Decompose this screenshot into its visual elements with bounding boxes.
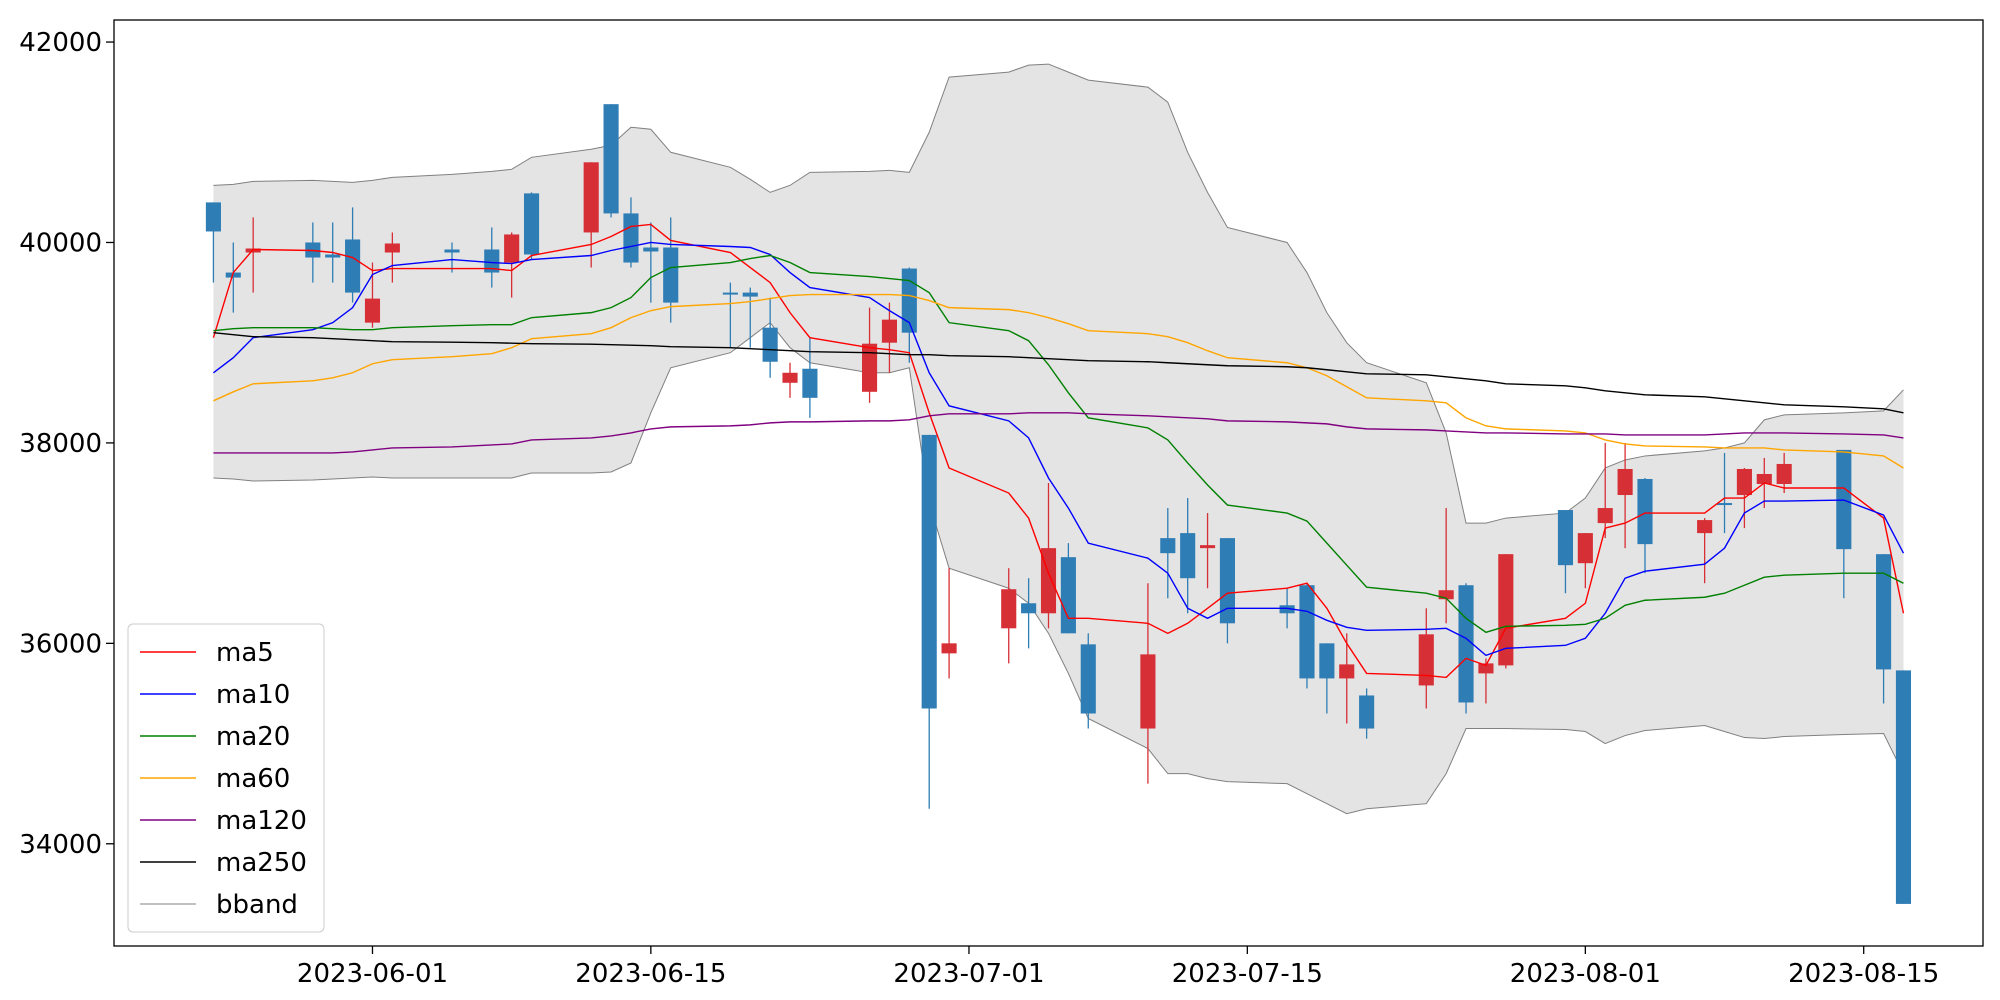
candle-body bbox=[861, 343, 878, 392]
candle-body bbox=[1060, 557, 1076, 634]
legend-label: ma250 bbox=[216, 848, 307, 878]
legend: ma5 ma10 ma20 ma60 ma120 ma250 bband bbox=[127, 623, 325, 933]
candle-body bbox=[941, 643, 957, 654]
y-tick-label: 34000 bbox=[19, 830, 102, 860]
candle-body bbox=[484, 249, 500, 273]
x-tick-label: 2023-08-01 bbox=[1510, 959, 1661, 989]
ma-line bbox=[212, 241, 1905, 657]
candle-body bbox=[1200, 545, 1216, 549]
candle-body bbox=[742, 292, 758, 297]
ma-line bbox=[213, 331, 1904, 414]
candle-body bbox=[1736, 468, 1752, 496]
candle-body bbox=[1180, 533, 1196, 579]
candle-body bbox=[504, 234, 520, 263]
candle-body bbox=[225, 272, 241, 278]
candle-body bbox=[1697, 520, 1713, 534]
candle-body bbox=[643, 247, 659, 252]
candle-body bbox=[623, 213, 639, 263]
y-tick-label: 36000 bbox=[19, 629, 102, 659]
y-tick-label: 38000 bbox=[19, 429, 102, 459]
candle-body bbox=[1319, 643, 1335, 679]
y-tick-label: 40000 bbox=[19, 228, 102, 258]
candle-body bbox=[1637, 478, 1653, 545]
candle-body bbox=[762, 327, 778, 362]
ma-line bbox=[212, 223, 1905, 679]
candle-body bbox=[921, 434, 937, 709]
plot-frame bbox=[113, 19, 1984, 947]
bollinger-band bbox=[213, 64, 1904, 814]
candle-body bbox=[1597, 508, 1613, 524]
candle-body bbox=[364, 298, 381, 323]
candle-body bbox=[901, 268, 917, 333]
candle-body bbox=[1895, 670, 1912, 904]
candle-body bbox=[1339, 664, 1355, 679]
candle-body bbox=[1458, 585, 1474, 703]
candle-body bbox=[1279, 605, 1295, 614]
bband-lower bbox=[213, 321, 1904, 815]
ma-line bbox=[213, 293, 1904, 469]
x-tick-label: 2023-06-01 bbox=[297, 959, 448, 989]
legend-label: ma10 bbox=[216, 680, 290, 710]
candle-body bbox=[384, 243, 400, 253]
candle-body bbox=[603, 104, 619, 214]
legend-label: ma60 bbox=[216, 764, 290, 794]
candle-body bbox=[1498, 554, 1514, 666]
candle-body bbox=[1478, 663, 1494, 674]
ma-line bbox=[213, 412, 1904, 454]
candle-body bbox=[1299, 585, 1315, 679]
candle-body bbox=[1219, 538, 1236, 624]
candle-body bbox=[1876, 554, 1892, 670]
candle-body bbox=[1557, 510, 1574, 566]
candle-body bbox=[1140, 654, 1156, 729]
candle-body bbox=[523, 193, 540, 255]
legend-label: bband bbox=[216, 890, 298, 920]
candle-body bbox=[1756, 473, 1772, 485]
candle-body bbox=[1617, 468, 1633, 496]
legend-label: ma5 bbox=[216, 638, 274, 668]
candle-body bbox=[1418, 634, 1434, 686]
candle-body bbox=[345, 239, 361, 293]
candle-body bbox=[663, 247, 679, 303]
x-tick-label: 2023-06-15 bbox=[575, 959, 726, 989]
legend-label: ma20 bbox=[216, 722, 290, 752]
candle-body bbox=[1080, 644, 1096, 714]
x-tick-label: 2023-07-01 bbox=[893, 959, 1044, 989]
x-tick-label: 2023-08-15 bbox=[1788, 959, 1939, 989]
candle-body bbox=[881, 319, 897, 343]
ma-line bbox=[213, 254, 1904, 634]
candle-body bbox=[1359, 695, 1375, 729]
candle-body bbox=[325, 254, 341, 258]
legend-label: ma120 bbox=[216, 806, 307, 836]
candle-body bbox=[722, 292, 738, 295]
candle-body bbox=[1021, 603, 1037, 614]
x-tick-label: 2023-07-15 bbox=[1172, 959, 1323, 989]
candle-body bbox=[1160, 538, 1176, 554]
candle-body bbox=[583, 162, 599, 233]
legend-box bbox=[127, 623, 325, 933]
candle-body bbox=[205, 202, 221, 232]
candle-body bbox=[1577, 533, 1593, 564]
candle-body bbox=[1001, 589, 1017, 629]
y-tick-label: 42000 bbox=[19, 28, 102, 58]
candle-body bbox=[1776, 463, 1792, 485]
candle-body bbox=[1438, 590, 1454, 600]
candle-body bbox=[444, 249, 460, 253]
candle-body bbox=[1716, 503, 1733, 506]
candle-body bbox=[782, 372, 798, 383]
bband-upper bbox=[213, 63, 1904, 524]
candle-body bbox=[802, 368, 818, 398]
